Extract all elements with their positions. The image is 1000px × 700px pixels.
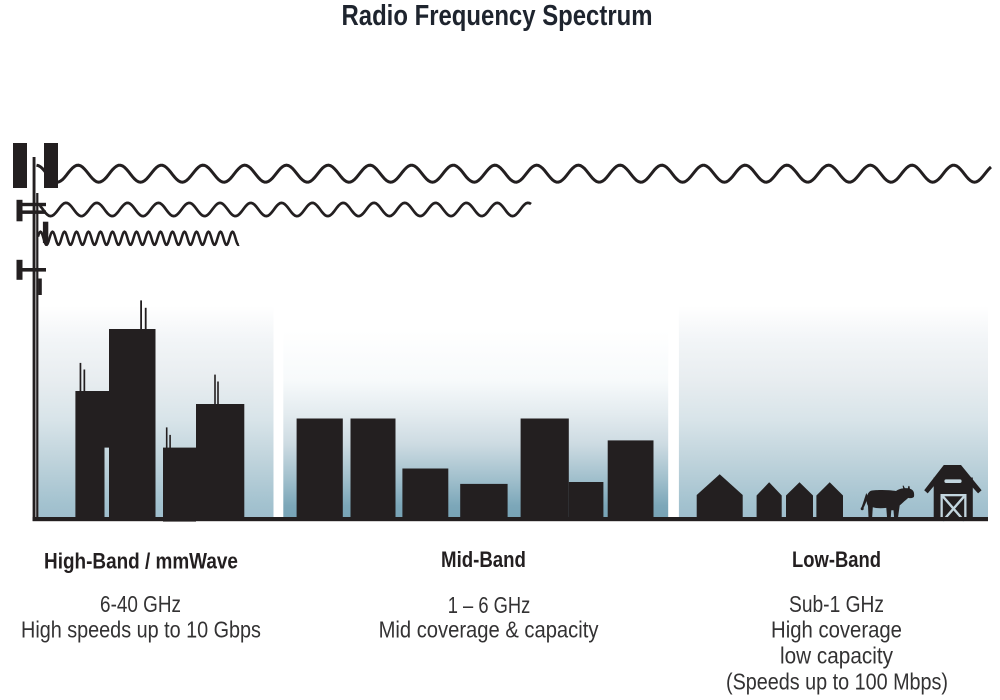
svg-text:Mid coverage & capacity: Mid coverage & capacity — [379, 616, 599, 643]
svg-text:1 – 6 GHz: 1 – 6 GHz — [448, 593, 530, 618]
svg-text:High-Band / mmWave: High-Band / mmWave — [44, 549, 238, 574]
svg-text:Radio Frequency Spectrum: Radio Frequency Spectrum — [341, 0, 652, 32]
svg-text:Sub-1 GHz: Sub-1 GHz — [789, 592, 884, 617]
svg-text:High coverage: High coverage — [771, 616, 902, 643]
svg-text:Mid-Band: Mid-Band — [441, 549, 526, 573]
svg-text:(Speeds up to 100 Mbps): (Speeds up to 100 Mbps) — [726, 669, 948, 695]
svg-text:High speeds up to 10 Gbps: High speeds up to 10 Gbps — [21, 617, 261, 643]
svg-text:low capacity: low capacity — [780, 642, 893, 668]
svg-text:Low-Band: Low-Band — [792, 549, 881, 573]
svg-text:6-40 GHz: 6-40 GHz — [100, 592, 181, 617]
